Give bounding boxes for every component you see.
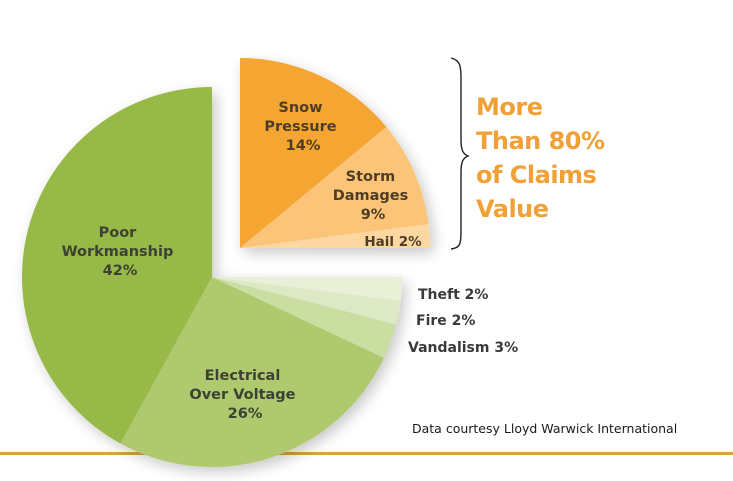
label-poor-workmanship: Poor Workmanship 42% — [62, 225, 179, 279]
label-storm-damages: Storm Damages 9% — [333, 169, 414, 223]
data-source-note: Data courtesy Lloyd Warwick Internationa… — [412, 421, 678, 436]
slice-storm-damages — [240, 126, 429, 248]
slice-fire — [212, 277, 401, 325]
curly-brace-icon — [450, 57, 470, 250]
slice-theft — [212, 277, 402, 301]
slice-snow-pressure — [240, 58, 387, 248]
callout-line: Than 80% — [476, 127, 605, 155]
label-theft: Theft 2% — [418, 287, 488, 303]
callout-line: of Claims — [476, 161, 597, 189]
callout-line: More — [476, 93, 543, 121]
slice-electrical-over-voltage — [120, 277, 384, 468]
label-electrical-over-voltage: Electrical Over Voltage 26% — [189, 368, 300, 422]
claims-callout: More Than 80% of Claims Value — [476, 90, 605, 226]
callout-line: Value — [476, 195, 549, 223]
pie-main-group — [22, 87, 402, 468]
pie-exploded-group — [240, 58, 430, 248]
slice-poor-workmanship — [22, 87, 213, 444]
label-vandalism: Vandalism 3% — [408, 340, 518, 356]
label-snow-pressure: Snow Pressure 14% — [264, 100, 341, 154]
label-hail: Hail 2% — [364, 234, 422, 250]
slice-vandalism — [212, 277, 397, 358]
slice-hail — [240, 224, 430, 248]
footer-rule — [0, 452, 733, 455]
label-fire: Fire 2% — [416, 313, 475, 329]
